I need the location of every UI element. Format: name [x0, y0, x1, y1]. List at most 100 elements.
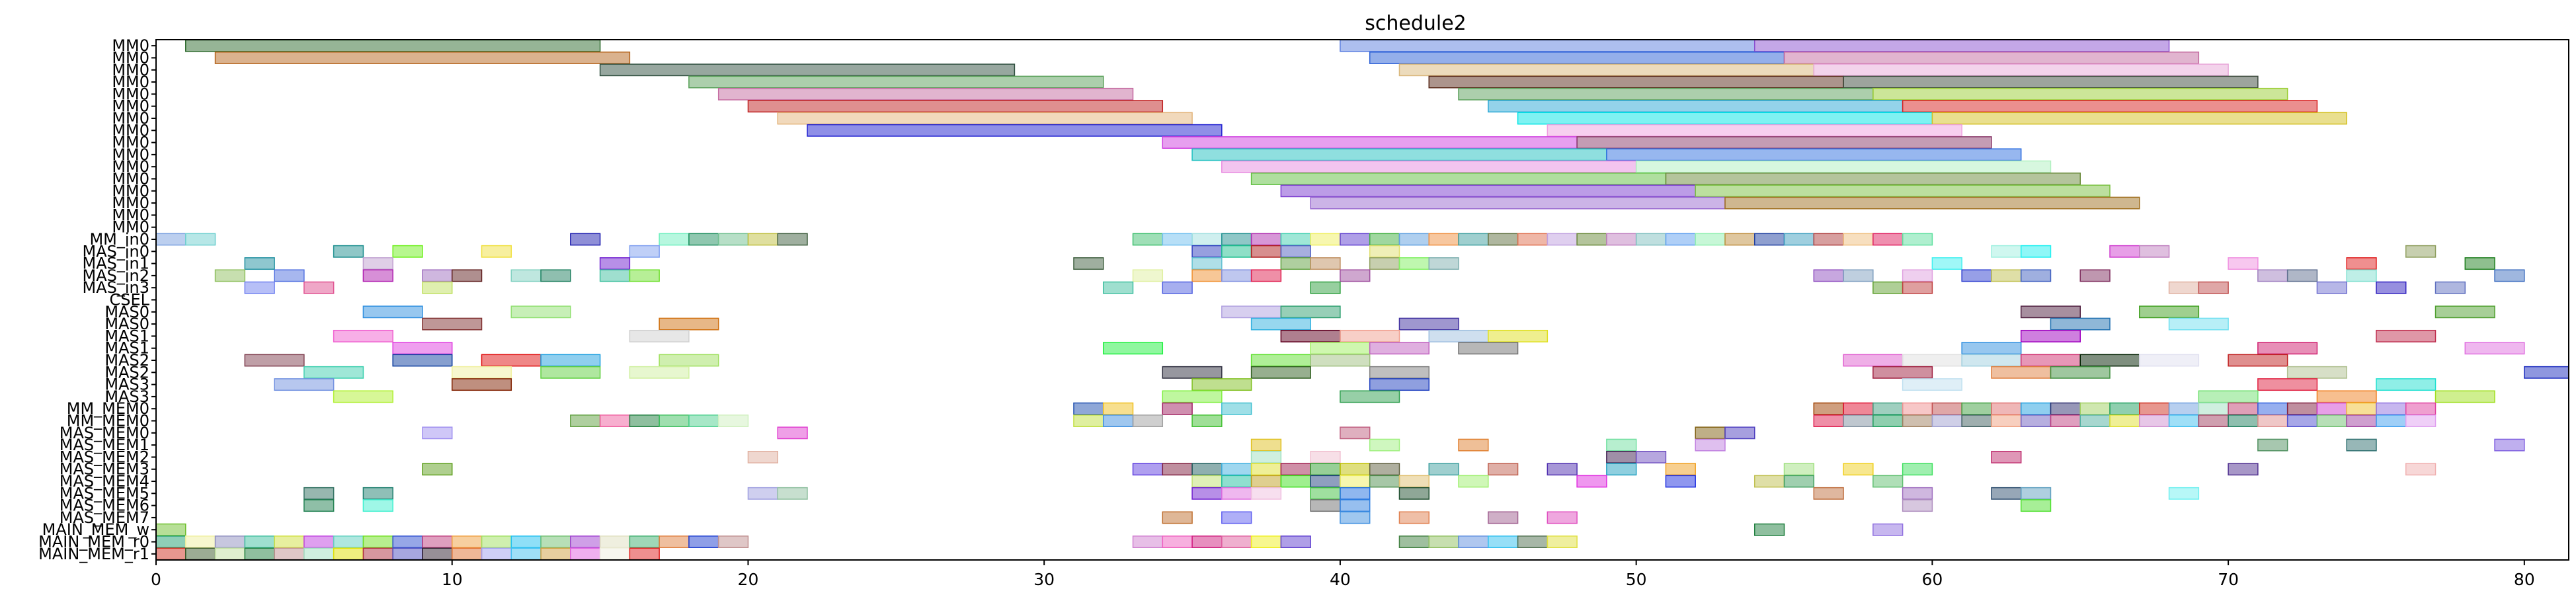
schedule-bar: [2346, 269, 2377, 282]
schedule-bar: [1250, 173, 1667, 185]
schedule-bar: [1547, 511, 1578, 524]
row-label: MM0: [112, 169, 149, 188]
schedule-bar: [1398, 536, 1429, 548]
schedule-bar: [1902, 378, 1962, 391]
schedule-bar: [2050, 415, 2081, 427]
schedule-bar: [599, 536, 631, 548]
schedule-bar: [1576, 136, 1992, 149]
schedule-bar: [451, 269, 483, 282]
schedule-bar: [2139, 354, 2200, 367]
schedule-bar: [777, 487, 808, 500]
schedule-bar: [2020, 487, 2052, 500]
schedule-bar: [1902, 499, 1933, 512]
row-label: MM0: [112, 85, 149, 103]
schedule-bar: [1250, 366, 1311, 379]
schedule-bar: [1162, 136, 1578, 149]
schedule-bar: [2464, 257, 2495, 270]
schedule-bar: [274, 536, 305, 548]
schedule-bar: [422, 426, 453, 440]
row-labels: MM0MM0MM0MM0MM0MM0MM0MM0MM0MM0MM0MM0MM0M…: [38, 36, 156, 563]
schedule-bar: [1902, 402, 1933, 415]
schedule-bar: [1428, 233, 1459, 246]
schedule-bar: [1547, 463, 1578, 476]
schedule-bar: [1221, 536, 1252, 548]
schedule-bar: [333, 329, 393, 342]
schedule-bar: [2228, 463, 2259, 476]
row-label: MAS_MEM1: [60, 436, 149, 454]
schedule-bar: [2168, 317, 2229, 331]
schedule-bar: [1340, 233, 1371, 246]
schedule-bar: [2316, 281, 2347, 294]
schedule-bar: [451, 547, 483, 561]
schedule-bar: [1132, 233, 1164, 246]
schedule-bar: [1695, 184, 2111, 198]
schedule-bar: [1221, 487, 1252, 500]
row-label: MM0: [112, 134, 149, 152]
schedule-bar: [1606, 148, 2022, 161]
schedule-bar: [422, 269, 453, 282]
schedule-bar: [2168, 487, 2200, 500]
schedule-bar: [1991, 450, 2022, 463]
schedule-bar: [2139, 245, 2170, 258]
schedule-bar: [1250, 475, 1282, 488]
schedule-bar: [214, 269, 246, 282]
schedule-bar: [599, 415, 631, 427]
row-label: MM_MEM0: [67, 412, 149, 430]
schedule-bar: [1872, 415, 1904, 427]
schedule-bar: [1695, 233, 1726, 246]
schedule-bar: [1753, 233, 1785, 246]
row-label: MM0: [112, 109, 149, 128]
schedule-bar: [1961, 342, 2022, 355]
row-label: MM0: [112, 157, 149, 176]
schedule-bar: [1843, 75, 2259, 89]
schedule-bar: [1340, 487, 1371, 500]
schedule-bar: [481, 536, 512, 548]
row-label: MAS_MEM2: [60, 448, 149, 466]
schedule-bar: [2286, 415, 2318, 427]
schedule-bar: [1843, 415, 1874, 427]
schedule-bar: [1517, 536, 1549, 548]
schedule-bar: [1340, 269, 1371, 282]
schedule-bar: [599, 547, 631, 561]
schedule-bar: [1221, 160, 1637, 173]
schedule-bar: [1340, 511, 1371, 524]
schedule-bar: [1340, 463, 1371, 476]
schedule-bar: [1221, 269, 1252, 282]
schedule-bar: [1991, 269, 2022, 282]
schedule-bar: [2050, 366, 2111, 379]
schedule-bar: [2316, 402, 2347, 415]
schedule-bar: [274, 547, 305, 561]
schedule-bar: [2020, 402, 2052, 415]
row-label: MM_in0: [89, 230, 149, 249]
schedule-bar: [303, 547, 335, 561]
schedule-bar: [1783, 475, 1815, 488]
schedule-bar: [2168, 415, 2200, 427]
schedule-bar: [451, 378, 512, 391]
row-label: MM0: [112, 48, 149, 67]
schedule-bar: [185, 233, 216, 246]
row-label: MAS_MEM3: [60, 460, 149, 479]
schedule-bar: [2198, 415, 2229, 427]
schedule-bar: [1280, 329, 1341, 342]
schedule-bar: [1872, 366, 1933, 379]
schedule-bar: [1369, 378, 1429, 391]
schedule-bar: [1250, 450, 1282, 463]
schedule-bar: [2020, 269, 2052, 282]
schedule-bar: [659, 536, 690, 548]
schedule-bar: [1931, 112, 2347, 125]
row-label: MAS3: [104, 387, 149, 406]
schedule-bar: [599, 269, 631, 282]
chart-title: schedule2: [1365, 12, 1467, 35]
schedule-bar: [274, 378, 335, 391]
schedule-bar: [1961, 415, 1992, 427]
schedule-bar: [1665, 475, 1696, 488]
row-label: MAS_in0: [82, 242, 149, 260]
schedule-bar: [1310, 233, 1341, 246]
x-tick-label: 80: [2514, 570, 2535, 589]
schedule-bar: [1310, 196, 1726, 210]
schedule-bar: [1398, 257, 1429, 270]
schedule-bar: [2316, 415, 2347, 427]
schedule-bar: [1902, 354, 1962, 367]
schedule-bar: [540, 354, 601, 367]
schedule-bar: [1191, 463, 1223, 476]
